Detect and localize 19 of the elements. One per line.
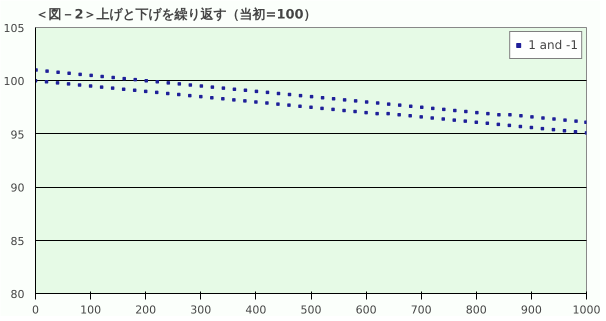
x-tick-label: 700 [410, 304, 432, 316]
y-tick-label: 85 [10, 234, 25, 248]
y-tick-label: 100 [4, 75, 25, 88]
x-tick-label: 300 [190, 304, 212, 316]
y-tick-label: 90 [10, 182, 25, 195]
x-tick-label: 200 [135, 304, 156, 316]
x-tick-label: 500 [300, 304, 322, 316]
x-tick-label: 400 [245, 304, 266, 316]
x-tick-label: 600 [356, 304, 377, 316]
x-tick-label: 100 [80, 304, 102, 316]
y-tick-label: 105 [4, 22, 25, 35]
x-tick-label: 1000 [572, 304, 601, 316]
legend-label: 1 and -1 [528, 38, 578, 52]
x-tick-label: 0 [32, 304, 39, 316]
chart-title: ＜図－2＞上げと下げを繰り返す（当初=100） [36, 6, 317, 22]
y-tick-label: 95 [10, 128, 25, 142]
y-tick-label: 80 [10, 288, 25, 301]
x-tick-label: 800 [466, 304, 487, 316]
x-tick-label: 900 [520, 304, 542, 316]
